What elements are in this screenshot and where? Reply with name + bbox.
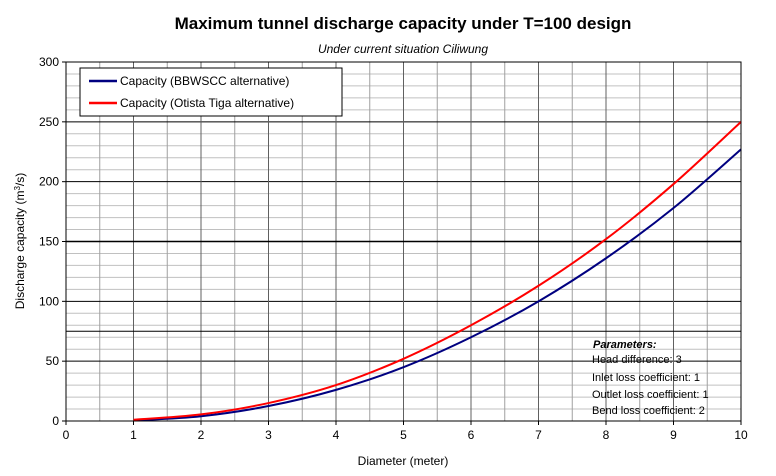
parameter-bend-loss: Bend loss coefficient: 2 (592, 405, 705, 417)
legend-box (79, 67, 343, 117)
x-tick-label: 7 (535, 428, 542, 442)
y-tick-label: 0 (52, 414, 59, 428)
parameter-head-difference: Head difference: 3 (592, 354, 682, 366)
y-tick-labels: 0 50 100 150 200 250 300 (39, 55, 66, 428)
y-tick-label: 50 (46, 354, 60, 368)
y-axis-label-main: Discharge capacity (m (13, 191, 27, 310)
y-axis-label: Discharge capacity (m3/s) (13, 173, 27, 310)
parameter-outlet-loss: Outlet loss coefficient: 1 (592, 389, 709, 401)
legend-label-otista: Capacity (Otista Tiga alternative) (120, 96, 294, 110)
y-tick-label: 200 (39, 175, 59, 189)
y-tick-label: 100 (39, 294, 59, 308)
x-tick-label: 9 (670, 428, 677, 442)
x-tick-labels: 0 1 2 3 4 5 6 7 8 9 10 (63, 421, 748, 442)
legend-label-bbwscc: Capacity (BBWSCC alternative) (120, 74, 289, 88)
y-axis-label-end: /s) (13, 173, 27, 186)
chart-subtitle: Under current situation Ciliwung (318, 42, 488, 56)
y-tick-label: 300 (39, 55, 59, 69)
x-axis-label: Diameter (meter) (358, 454, 449, 468)
x-tick-label: 2 (198, 428, 205, 442)
parameter-inlet-loss: Inlet loss coefficient: 1 (592, 372, 700, 384)
chart-title: Maximum tunnel discharge capacity under … (175, 14, 632, 33)
x-tick-label: 3 (265, 428, 272, 442)
series-line-otista (133, 121, 742, 421)
x-tick-label: 0 (63, 428, 70, 442)
y-axis-label-sup: 3 (13, 186, 22, 191)
x-tick-label: 10 (734, 428, 748, 442)
y-tick-label: 150 (39, 235, 59, 249)
series-line-bbwscc (133, 148, 742, 422)
x-tick-label: 4 (333, 428, 340, 442)
x-tick-label: 8 (603, 428, 610, 442)
parameters-box: Parameters: Head difference: 3 Inlet los… (592, 339, 709, 417)
y-tick-label: 250 (39, 115, 59, 129)
x-tick-label: 6 (468, 428, 475, 442)
series-layer (133, 121, 742, 422)
parameters-title: Parameters: (593, 339, 657, 351)
legend: Capacity (BBWSCC alternative) Capacity (… (79, 67, 343, 117)
x-tick-label: 5 (400, 428, 407, 442)
x-tick-label: 1 (130, 428, 137, 442)
